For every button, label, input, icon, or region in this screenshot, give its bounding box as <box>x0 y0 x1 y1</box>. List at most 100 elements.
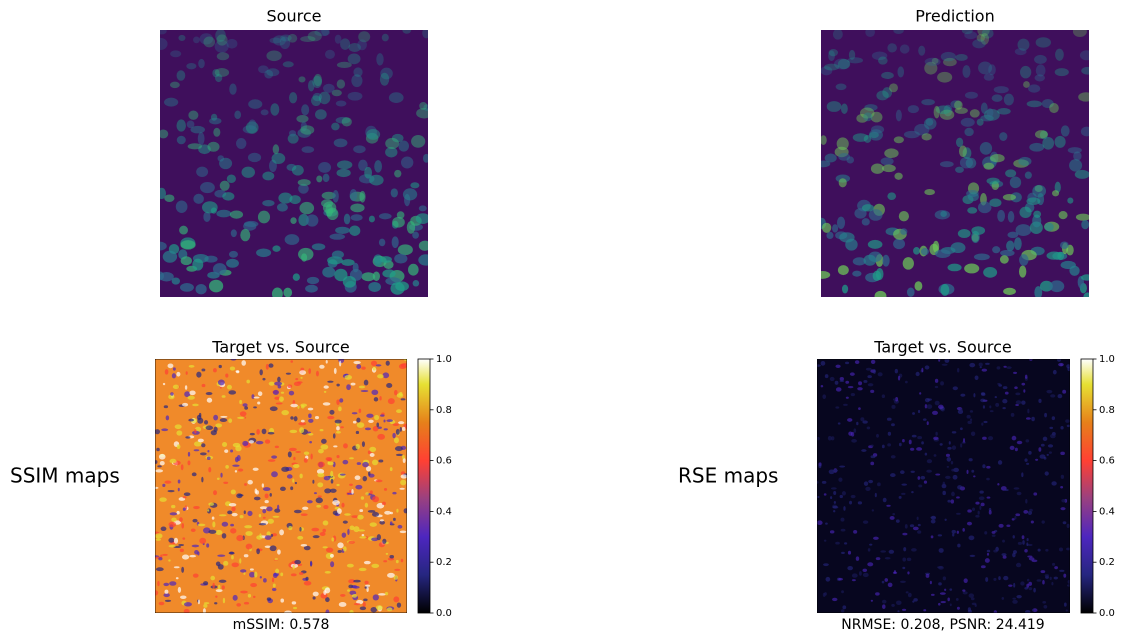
image-texture <box>262 377 266 381</box>
image-texture <box>394 253 408 264</box>
image-texture <box>1060 125 1070 137</box>
image-texture <box>376 422 380 428</box>
image-texture <box>1028 587 1033 591</box>
image-texture <box>366 586 369 592</box>
image-texture <box>367 510 376 513</box>
image-texture <box>351 594 357 598</box>
image-texture <box>290 416 294 420</box>
image-texture <box>221 533 227 539</box>
image-texture <box>268 381 275 386</box>
image-texture <box>214 73 223 83</box>
image-texture <box>216 34 228 46</box>
image-texture <box>890 473 896 478</box>
image-texture <box>262 199 275 207</box>
image-texture <box>839 494 843 499</box>
image-texture <box>863 135 872 143</box>
image-texture <box>1018 265 1027 278</box>
image-texture <box>1015 513 1021 517</box>
image-texture <box>947 597 950 602</box>
image-texture <box>308 413 312 418</box>
image-texture <box>223 560 229 566</box>
image-texture <box>359 606 367 611</box>
image-texture <box>382 269 396 278</box>
image-texture <box>271 287 283 297</box>
image-texture <box>904 380 908 384</box>
image-texture <box>269 545 277 552</box>
image-texture <box>181 522 185 529</box>
image-texture <box>217 554 226 557</box>
image-texture <box>310 561 313 566</box>
image-texture <box>368 281 381 292</box>
image-texture <box>926 459 933 464</box>
image-texture <box>188 418 194 422</box>
image-texture <box>1081 66 1089 75</box>
row-label: SSIM maps <box>10 464 120 488</box>
image-texture <box>858 381 863 386</box>
image-texture <box>824 374 829 379</box>
image-texture <box>897 375 901 381</box>
image-texture <box>207 450 210 453</box>
image-texture <box>882 254 890 267</box>
image-texture <box>939 109 955 120</box>
image-texture <box>198 58 205 69</box>
image-texture <box>169 458 177 464</box>
image-texture <box>1003 93 1014 106</box>
image-texture <box>226 174 236 184</box>
image-texture <box>248 119 257 130</box>
image-texture <box>198 412 202 418</box>
image-texture <box>945 475 951 479</box>
image-texture <box>181 554 190 560</box>
image-texture <box>375 479 383 483</box>
image-texture <box>979 141 993 155</box>
image-texture <box>340 38 351 50</box>
image-texture <box>230 528 237 534</box>
image-texture <box>317 472 325 478</box>
image-texture <box>921 99 935 106</box>
image-texture <box>276 203 288 212</box>
image-texture <box>1031 608 1035 612</box>
image-texture <box>201 368 206 372</box>
tick-label: 0.6 <box>1099 456 1115 467</box>
image-texture <box>892 398 897 401</box>
image-texture <box>278 192 293 204</box>
image-texture <box>330 478 334 484</box>
image-texture <box>208 279 224 293</box>
image-texture <box>264 439 271 444</box>
image-texture <box>1026 537 1029 542</box>
image-texture <box>240 228 251 242</box>
image-texture <box>396 409 402 414</box>
image <box>155 359 407 613</box>
image-texture <box>372 594 379 601</box>
image-texture <box>403 359 407 362</box>
image-texture <box>179 548 184 553</box>
image-texture <box>395 281 409 292</box>
image-texture <box>971 226 986 235</box>
image-texture <box>349 483 353 486</box>
image-texture <box>174 424 182 430</box>
image-texture <box>902 532 908 536</box>
image-texture <box>986 496 991 499</box>
image-texture <box>359 190 366 203</box>
image-texture <box>234 456 239 463</box>
image-texture <box>863 481 869 486</box>
image-texture <box>393 517 396 521</box>
image-texture <box>1001 553 1007 557</box>
image-texture <box>226 258 239 268</box>
image-texture <box>1025 439 1030 443</box>
image-texture <box>1074 169 1089 179</box>
image-texture <box>966 521 973 526</box>
tick-label: 0.4 <box>436 506 452 517</box>
image-texture <box>377 426 382 429</box>
image-texture <box>998 523 1004 528</box>
image-texture <box>222 192 235 201</box>
image-texture <box>247 510 253 517</box>
image-texture <box>218 364 222 369</box>
image-texture <box>359 536 367 539</box>
image-texture <box>379 520 385 525</box>
image-texture <box>323 385 329 389</box>
image-texture <box>322 528 326 533</box>
image-texture <box>844 361 850 365</box>
image-texture <box>972 39 986 49</box>
image-texture <box>245 121 259 134</box>
image-texture <box>300 35 316 43</box>
